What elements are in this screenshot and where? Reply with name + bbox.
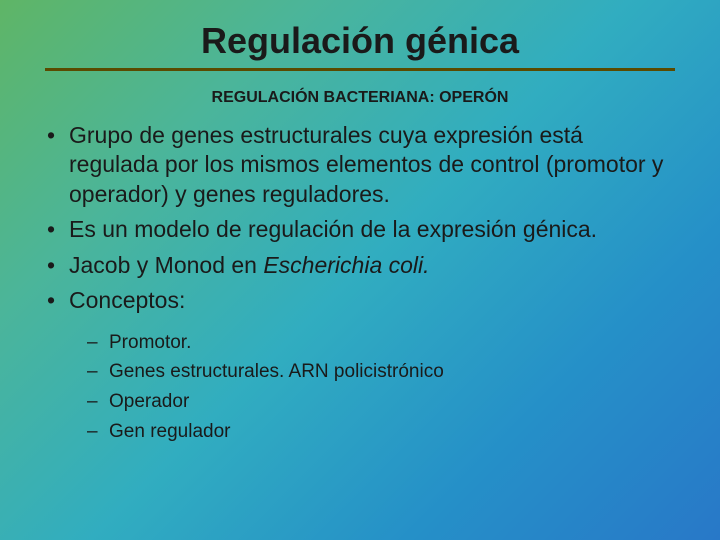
title-underline: [45, 68, 675, 71]
bullet-text: Jacob y Monod en: [69, 252, 263, 278]
bullet-text: Escherichia coli.: [263, 252, 429, 278]
sub-bullet-item: Genes estructurales. ARN policistrónico: [87, 359, 675, 385]
bullet-text: Es un modelo de regulación de la expresi…: [69, 216, 597, 242]
bullet-text: Grupo de genes estructurales cuya expres…: [69, 122, 663, 207]
bullet-item: Grupo de genes estructurales cuya expres…: [45, 121, 675, 209]
bullet-list: Grupo de genes estructurales cuya expres…: [45, 121, 675, 316]
sub-bullet-item: Promotor.: [87, 330, 675, 356]
sub-bullet-item: Operador: [87, 389, 675, 415]
sub-bullet-item: Gen regulador: [87, 419, 675, 445]
bullet-item: Conceptos:: [45, 286, 675, 315]
sub-bullet-list: Promotor. Genes estructurales. ARN polic…: [45, 330, 675, 445]
bullet-text: Conceptos:: [69, 287, 185, 313]
bullet-item: Jacob y Monod en Escherichia coli.: [45, 251, 675, 280]
bullet-item: Es un modelo de regulación de la expresi…: [45, 215, 675, 244]
page-title: Regulación génica: [45, 20, 675, 62]
slide: Regulación génica REGULACIÓN BACTERIANA:…: [0, 0, 720, 540]
subtitle: REGULACIÓN BACTERIANA: OPERÓN: [45, 89, 675, 107]
